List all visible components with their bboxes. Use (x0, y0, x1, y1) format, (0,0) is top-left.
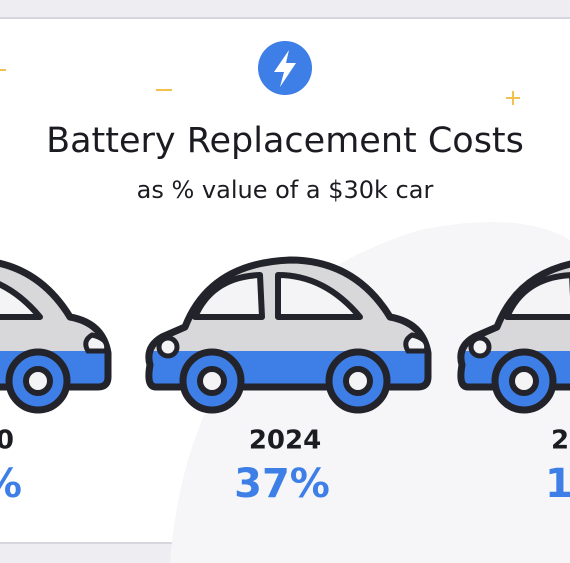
title: Battery Replacement Costs (46, 121, 524, 161)
year-label: 2 (551, 426, 569, 456)
subtitle: as % value of a $30k car (137, 176, 434, 204)
value-label: 15 (545, 461, 570, 507)
value-label: 37% (234, 461, 330, 507)
decorations (0, 69, 520, 105)
year-label: 2024 (249, 426, 321, 456)
value-label: % (0, 461, 22, 507)
year-label: 0 (0, 426, 14, 456)
lightning-bolt (274, 50, 296, 87)
